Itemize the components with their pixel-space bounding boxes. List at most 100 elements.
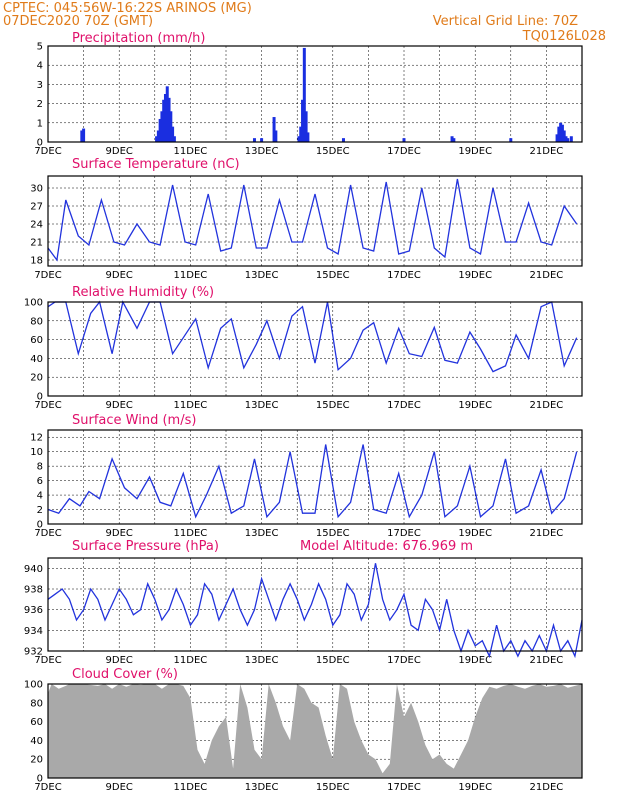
precip-bar — [158, 118, 162, 142]
x-tick-label: 11DEC — [174, 400, 208, 411]
x-tick-label: 11DEC — [174, 528, 208, 539]
precip-bar — [562, 130, 566, 142]
y-tick-label: 80 — [30, 698, 43, 709]
y-tick-label: 80 — [30, 316, 43, 327]
y-tick-label: 4 — [37, 491, 43, 502]
panel-cloud: Cloud Cover (%) 0 20 40 60 80 100 7DEC 9DEC 11DEC… — [24, 667, 583, 793]
precip-bar — [302, 47, 306, 142]
x-tick-label: 7DEC — [34, 270, 61, 281]
precip-bar — [171, 126, 175, 142]
y-tick-label: 938 — [24, 585, 43, 596]
y-tick-label: 21 — [30, 238, 43, 249]
x-tick-label: 17DEC — [387, 528, 421, 539]
panel-frame — [47, 175, 583, 267]
y-tick-label: 60 — [30, 335, 43, 346]
panel-frame — [47, 301, 583, 397]
y-tick-label: 0 — [37, 774, 43, 785]
x-tick-label: 17DEC — [387, 782, 421, 793]
x-tick-label: 11DEC — [174, 782, 208, 793]
precip-bar — [167, 97, 171, 142]
header-date: 07DEC2020 70Z (GMT) — [3, 14, 153, 29]
y-tick-label: 100 — [24, 680, 43, 691]
precip-bar — [80, 130, 84, 142]
panel-pressure: Surface Pressure (hPa) Model Altitude: 67… — [24, 539, 583, 666]
precip-bar — [452, 138, 456, 142]
x-tick-label: 21DEC — [530, 528, 564, 539]
y-tick-label: 2 — [37, 99, 43, 110]
y-tick-label: 4 — [37, 61, 43, 72]
precip-bar — [252, 138, 256, 142]
panel-temp: Surface Temperature (nC) 18 21 24 27 30 7DEC 9D… — [30, 157, 583, 281]
x-tick-label: 17DEC — [387, 270, 421, 281]
precip-bar — [566, 138, 570, 142]
y-tick-label: 940 — [24, 564, 43, 575]
precip-bar — [156, 130, 160, 142]
y-tick-label: 0 — [37, 392, 43, 403]
precip-bar — [559, 122, 563, 142]
x-tick-label: 9DEC — [106, 528, 133, 539]
precip-bar — [160, 111, 164, 142]
y-tick-label: 936 — [24, 605, 43, 616]
y-tick-label: 40 — [30, 354, 43, 365]
y-tick-label: 24 — [30, 220, 43, 231]
precip-bar — [306, 132, 310, 142]
precip-bar — [297, 136, 301, 142]
precip-bar — [272, 117, 276, 142]
x-tick-label: 15DEC — [316, 270, 350, 281]
x-tick-label: 13DEC — [245, 146, 279, 157]
precip-bar — [260, 138, 264, 142]
precip-bar — [557, 126, 561, 142]
panel-rh: Relative Humidity (%) 0 20 40 60 80 100 7DEC 9DE… — [24, 285, 583, 411]
y-tick-label: 40 — [30, 736, 43, 747]
panel-title: Precipitation (mm/h) — [72, 31, 205, 46]
x-tick-label: 19DEC — [458, 270, 492, 281]
x-tick-label: 9DEC — [106, 146, 133, 157]
precip-bar — [274, 130, 278, 142]
x-tick-label: 17DEC — [387, 146, 421, 157]
precip-bar — [299, 126, 303, 142]
precip-bar — [162, 99, 166, 142]
y-tick-label: 27 — [30, 202, 43, 213]
y-tick-label: 1 — [37, 118, 43, 129]
panel-precip: Precipitation (mm/h) 0 1 2 3 4 5 7DEC 9DEC 11DEC 1… — [34, 31, 583, 157]
x-tick-label: 9DEC — [106, 655, 133, 666]
x-tick-label: 15DEC — [316, 146, 350, 157]
x-tick-label: 9DEC — [106, 400, 133, 411]
x-tick-label: 9DEC — [106, 270, 133, 281]
x-tick-label: 7DEC — [34, 655, 61, 666]
header-model-code: TQ0126L028 — [522, 29, 606, 44]
y-tick-label: 20 — [30, 373, 43, 384]
x-tick-label: 9DEC — [106, 782, 133, 793]
x-tick-label: 13DEC — [245, 528, 279, 539]
y-tick-label: 8 — [37, 462, 43, 473]
panel-frame — [47, 45, 583, 143]
x-tick-label: 19DEC — [458, 655, 492, 666]
precip-bar — [564, 136, 568, 142]
x-tick-label: 13DEC — [245, 782, 279, 793]
x-tick-label: 15DEC — [316, 528, 350, 539]
x-tick-label: 11DEC — [174, 146, 208, 157]
panel-frame — [47, 683, 583, 779]
rh-series-line — [47, 300, 578, 373]
y-tick-label: 20 — [30, 755, 43, 766]
precip-bar — [560, 124, 564, 142]
x-tick-label: 17DEC — [387, 655, 421, 666]
panel-title: Cloud Cover (%) — [72, 667, 178, 682]
precip-bar — [165, 86, 169, 142]
panel-title: Surface Wind (m/s) — [72, 413, 196, 428]
x-tick-label: 7DEC — [34, 146, 61, 157]
y-tick-label: 100 — [24, 298, 43, 309]
x-tick-label: 7DEC — [34, 528, 61, 539]
y-tick-label: 0 — [37, 520, 43, 531]
x-tick-label: 15DEC — [316, 400, 350, 411]
x-tick-label: 21DEC — [530, 782, 564, 793]
y-tick-label: 30 — [30, 184, 43, 195]
header-location: CPTEC: 045:56W-16:22S ARINOS (MG) — [3, 1, 252, 16]
x-tick-label: 7DEC — [34, 400, 61, 411]
temp-series-line — [47, 178, 578, 262]
pressure-series-line — [47, 563, 583, 659]
x-tick-label: 17DEC — [387, 400, 421, 411]
panel-frame — [47, 429, 583, 525]
precip-bar — [555, 134, 559, 142]
x-tick-label: 13DEC — [245, 270, 279, 281]
